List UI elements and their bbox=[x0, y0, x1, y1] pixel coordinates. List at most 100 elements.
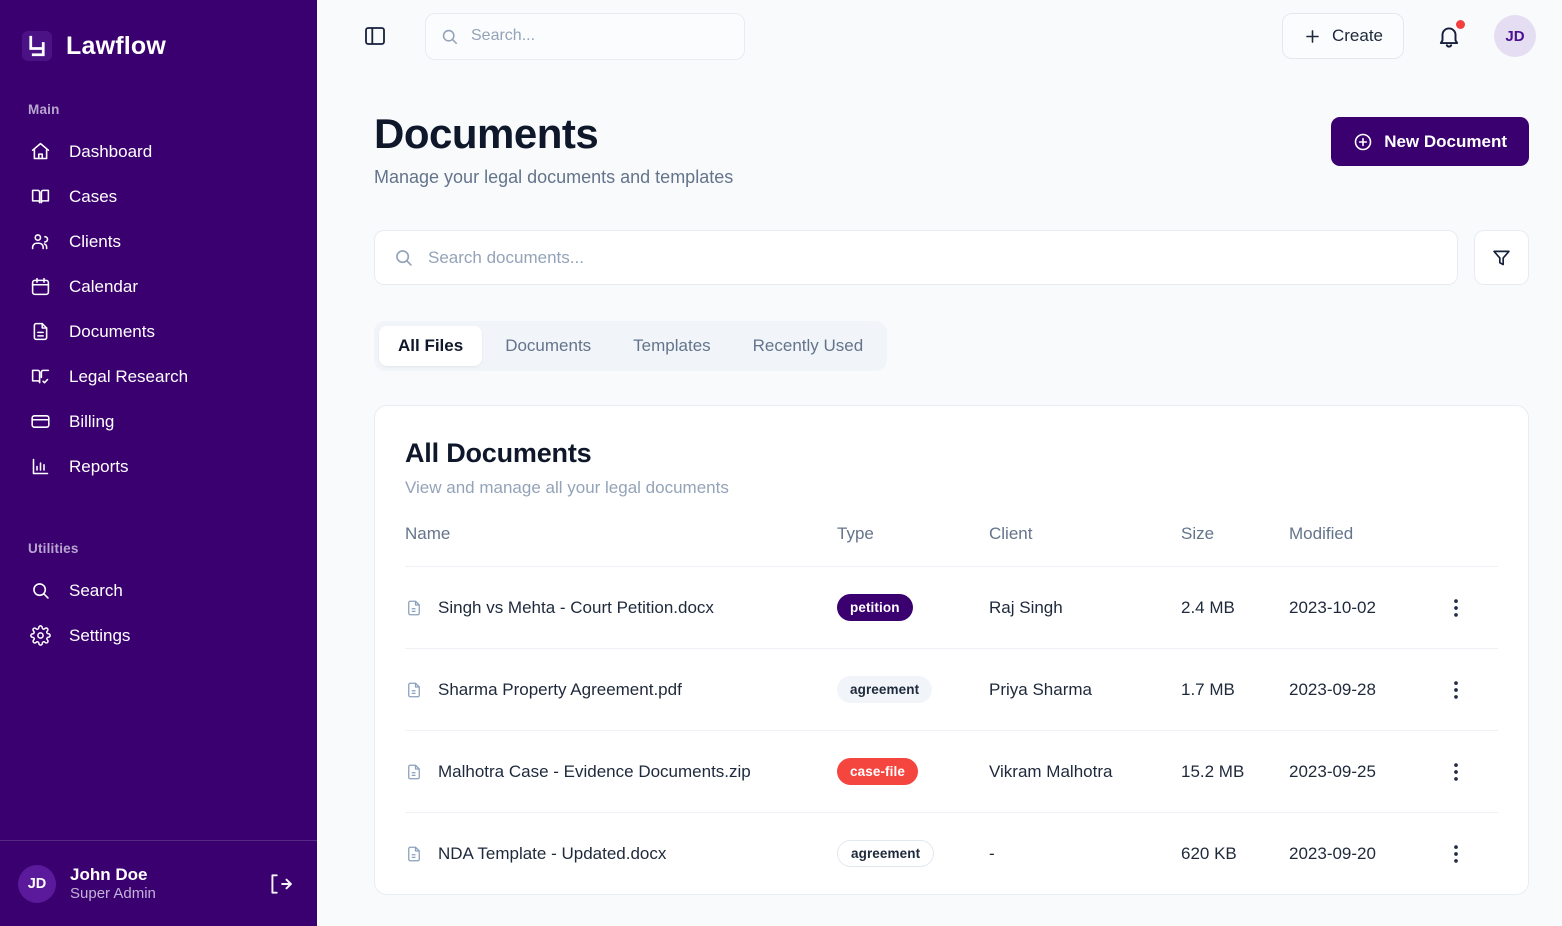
avatar[interactable]: JD bbox=[1494, 15, 1536, 57]
plus-circle-icon bbox=[1353, 132, 1373, 152]
logout-icon[interactable] bbox=[267, 871, 293, 897]
column-header-name[interactable]: Name bbox=[405, 524, 837, 568]
cell-size: 1.7 MB bbox=[1181, 648, 1289, 732]
column-header-type[interactable]: Type bbox=[837, 524, 989, 568]
brand-name: Lawflow bbox=[66, 31, 167, 60]
plus-icon bbox=[1303, 27, 1322, 46]
page-content: Documents Manage your legal documents an… bbox=[317, 72, 1562, 926]
tab-recently-used[interactable]: Recently Used bbox=[734, 326, 883, 366]
document-name: Malhotra Case - Evidence Documents.zip bbox=[438, 761, 751, 781]
filter-button[interactable] bbox=[1474, 230, 1529, 286]
cell-client: Priya Sharma bbox=[989, 648, 1181, 732]
cell-size: 2.4 MB bbox=[1181, 566, 1289, 650]
sidebar-nav-utilities: Search Settings bbox=[0, 568, 317, 658]
sidebar-spacer bbox=[0, 658, 317, 840]
sidebar-user-box[interactable]: JD John Doe Super Admin bbox=[0, 840, 317, 926]
sidebar-item-legal-research[interactable]: Legal Research bbox=[0, 354, 317, 399]
search-icon bbox=[393, 247, 414, 268]
documents-table: Name Type Client Size Modified bbox=[405, 524, 1498, 894]
file-filter-tabs: All Files Documents Templates Recently U… bbox=[374, 321, 888, 372]
credit-card-icon bbox=[30, 411, 51, 432]
column-header-client[interactable]: Client bbox=[989, 524, 1181, 568]
home-icon bbox=[30, 141, 51, 162]
type-badge: case-file bbox=[837, 758, 918, 786]
create-button-label: Create bbox=[1331, 26, 1383, 45]
search-icon bbox=[440, 27, 459, 46]
sidebar-item-dashboard[interactable]: Dashboard bbox=[0, 129, 317, 174]
table-row[interactable]: Malhotra Case - Evidence Documents.zip c… bbox=[405, 730, 1498, 814]
document-search[interactable] bbox=[374, 230, 1458, 286]
notification-badge-dot bbox=[1456, 20, 1465, 29]
new-document-button[interactable]: New Document bbox=[1331, 117, 1529, 166]
cell-type: petition bbox=[837, 566, 989, 650]
sidebar-item-search[interactable]: Search bbox=[0, 568, 317, 613]
tab-all-files[interactable]: All Files bbox=[379, 326, 483, 367]
sidebar-item-documents[interactable]: Documents bbox=[0, 309, 317, 354]
file-icon bbox=[405, 845, 423, 863]
create-button[interactable]: Create bbox=[1281, 13, 1404, 59]
sidebar-item-label: Reports bbox=[69, 456, 129, 476]
tab-documents[interactable]: Documents bbox=[486, 326, 610, 366]
global-search[interactable] bbox=[425, 12, 745, 60]
new-document-button-label: New Document bbox=[1384, 131, 1507, 151]
sidebar-item-label: Documents bbox=[69, 321, 155, 341]
search-input[interactable] bbox=[471, 27, 730, 45]
sidebar-item-clients[interactable]: Clients bbox=[0, 219, 317, 264]
cell-modified: 2023-09-20 bbox=[1289, 843, 1376, 863]
table-row[interactable]: Singh vs Mehta - Court Petition.docx pet… bbox=[405, 566, 1498, 650]
file-icon bbox=[405, 599, 423, 617]
main-area: Create JD Documents Manage your legal do… bbox=[317, 0, 1562, 926]
filter-icon bbox=[1491, 247, 1512, 268]
file-text-icon bbox=[30, 321, 51, 342]
table-row[interactable]: Sharma Property Agreement.pdf agreement … bbox=[405, 648, 1498, 732]
sidebar-item-calendar[interactable]: Calendar bbox=[0, 264, 317, 309]
notifications-button[interactable] bbox=[1436, 20, 1465, 49]
more-vertical-icon[interactable] bbox=[1443, 595, 1469, 621]
column-header-size[interactable]: Size bbox=[1181, 524, 1289, 568]
sidebar-section-label-utilities: Utilities bbox=[28, 541, 79, 556]
lawflow-logo-icon bbox=[22, 31, 52, 61]
bell-icon bbox=[1436, 23, 1462, 49]
document-name: NDA Template - Updated.docx bbox=[438, 843, 667, 863]
document-search-row bbox=[374, 230, 1529, 286]
search-icon bbox=[30, 580, 51, 601]
bar-chart-icon bbox=[30, 456, 51, 477]
file-icon bbox=[405, 763, 423, 781]
avatar: JD bbox=[18, 864, 56, 903]
sidebar-item-label: Legal Research bbox=[69, 366, 189, 386]
calendar-icon bbox=[30, 276, 51, 297]
cell-size: 620 KB bbox=[1181, 843, 1237, 863]
sidebar-item-reports[interactable]: Reports bbox=[0, 444, 317, 489]
cell-name: Singh vs Mehta - Court Petition.docx bbox=[405, 566, 837, 650]
sidebar-item-cases[interactable]: Cases bbox=[0, 174, 317, 219]
more-vertical-icon[interactable] bbox=[1443, 677, 1469, 703]
cell-type: case-file bbox=[837, 730, 989, 814]
document-name: Sharma Property Agreement.pdf bbox=[438, 679, 682, 699]
cell-modified: 2023-09-25 bbox=[1289, 730, 1469, 814]
page-title: Documents bbox=[374, 110, 599, 157]
more-vertical-icon[interactable] bbox=[1443, 759, 1469, 785]
tab-templates[interactable]: Templates bbox=[614, 326, 729, 366]
sidebar-section-label-main: Main bbox=[28, 102, 60, 117]
book-icon bbox=[30, 186, 51, 207]
page-header-text: Documents Manage your legal documents an… bbox=[374, 110, 1331, 188]
sidebar-item-billing[interactable]: Billing bbox=[0, 399, 317, 444]
cell-type: agreement bbox=[837, 813, 989, 895]
card-subtitle: View and manage all your legal documents bbox=[405, 478, 729, 498]
user-name: John Doe bbox=[70, 864, 148, 884]
sidebar-item-settings[interactable]: Settings bbox=[0, 613, 317, 658]
page-subtitle: Manage your legal documents and template… bbox=[374, 167, 734, 188]
cell-type: agreement bbox=[837, 648, 989, 732]
column-header-actions bbox=[1469, 524, 1498, 568]
more-vertical-icon[interactable] bbox=[1443, 841, 1469, 867]
brand[interactable]: Lawflow bbox=[0, 0, 317, 72]
gear-icon bbox=[30, 625, 51, 646]
cell-client: Raj Singh bbox=[989, 566, 1181, 650]
table-row[interactable]: NDA Template - Updated.docx agreement - … bbox=[405, 813, 1498, 895]
column-header-modified[interactable]: Modified bbox=[1289, 524, 1469, 568]
panel-left-icon[interactable] bbox=[363, 24, 387, 48]
type-badge: agreement bbox=[837, 840, 935, 868]
document-search-input[interactable] bbox=[428, 247, 1439, 268]
cell-client: - bbox=[989, 843, 995, 863]
